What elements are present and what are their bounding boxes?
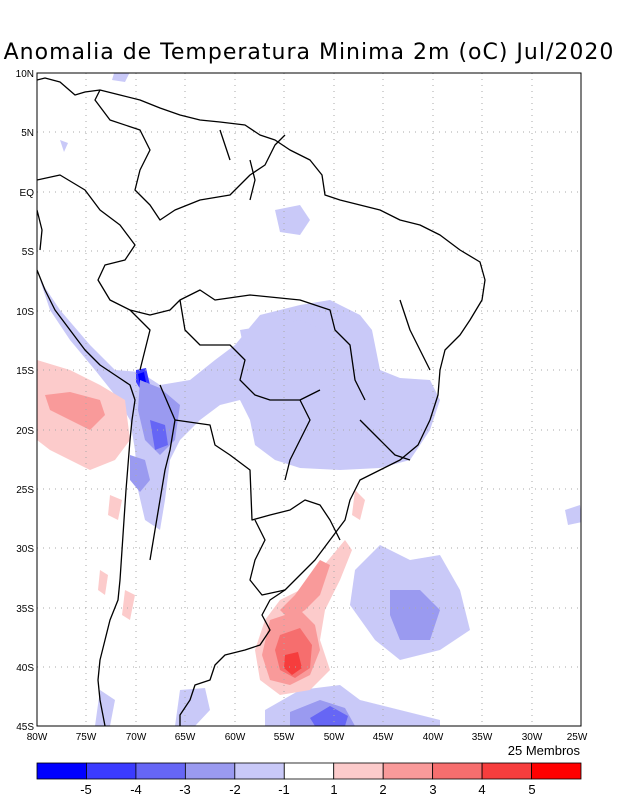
- colorbar-swatches: [36, 762, 582, 780]
- cold-anomaly-areas: [40, 73, 581, 726]
- lon-label: 55W: [274, 732, 295, 743]
- colorbar-swatch: [432, 762, 483, 780]
- lon-label: 45W: [373, 732, 394, 743]
- members-label: 25 Membros: [507, 743, 580, 758]
- colorbar-swatch: [333, 762, 384, 780]
- map-title: Anomalia de Temperatura Minima 2m (oC) J…: [3, 40, 615, 65]
- lat-label: 20S: [16, 426, 34, 437]
- colorbar-tick: 3: [429, 782, 436, 797]
- warm-anomaly-areas: [37, 360, 365, 695]
- colorbar-tick: -4: [130, 782, 142, 797]
- lat-label: 35S: [16, 604, 34, 615]
- lon-label: 60W: [225, 732, 246, 743]
- lon-label: 65W: [175, 732, 196, 743]
- lat-label: 10N: [16, 69, 34, 80]
- grid-lines: [37, 73, 581, 726]
- lat-axis-labels: 10N 5N EQ 5S 10S 15S 20S 25S 30S 35S 40S…: [16, 69, 35, 733]
- lat-label: 25S: [16, 485, 34, 496]
- colorbar-tick: -3: [179, 782, 191, 797]
- colorbar-swatch: [382, 762, 434, 780]
- lon-axis-labels: 80W 75W 70W 65W 60W 55W 50W 45W 40W 35W …: [27, 732, 588, 743]
- lat-label: EQ: [20, 188, 35, 199]
- lon-label: 25W: [567, 732, 588, 743]
- colorbar-swatch: [283, 762, 335, 780]
- lat-label: 5S: [22, 247, 35, 258]
- lon-label: 40W: [423, 732, 444, 743]
- colorbar-swatch: [86, 762, 137, 780]
- colorbar-tick: -1: [278, 782, 290, 797]
- colorbar-tick: 1: [330, 782, 337, 797]
- colorbar-tick: 2: [379, 782, 386, 797]
- colorbar-swatch: [135, 762, 186, 780]
- colorbar-tick: -2: [229, 782, 241, 797]
- lon-label: 75W: [76, 732, 97, 743]
- colorbar-swatch: [234, 762, 285, 780]
- colorbar-swatch: [481, 762, 532, 780]
- lon-label: 80W: [27, 732, 48, 743]
- colorbar-swatch: [36, 762, 87, 780]
- lon-label: 30W: [522, 732, 543, 743]
- lat-label: 15S: [16, 366, 34, 377]
- colorbar: -5 -4 -3 -2 -1 1 2 3 4 5: [36, 762, 582, 797]
- colorbar-tick-labels: -5 -4 -3 -2 -1 1 2 3 4 5: [80, 782, 535, 797]
- colorbar-tick: -5: [80, 782, 92, 797]
- colorbar-swatch: [531, 762, 582, 780]
- colorbar-tick: 5: [528, 782, 535, 797]
- lat-label: 30S: [16, 544, 34, 555]
- lon-label: 35W: [472, 732, 493, 743]
- lat-label: 5N: [21, 128, 34, 139]
- lat-label: 45S: [16, 722, 34, 733]
- lon-label: 50W: [324, 732, 345, 743]
- lat-label: 40S: [16, 663, 34, 674]
- colorbar-swatch: [184, 762, 236, 780]
- coastlines-and-borders: [37, 77, 486, 726]
- map-frame: [36, 72, 582, 727]
- lat-label: 10S: [16, 307, 34, 318]
- lon-label: 70W: [126, 732, 147, 743]
- colorbar-tick: 4: [478, 782, 485, 797]
